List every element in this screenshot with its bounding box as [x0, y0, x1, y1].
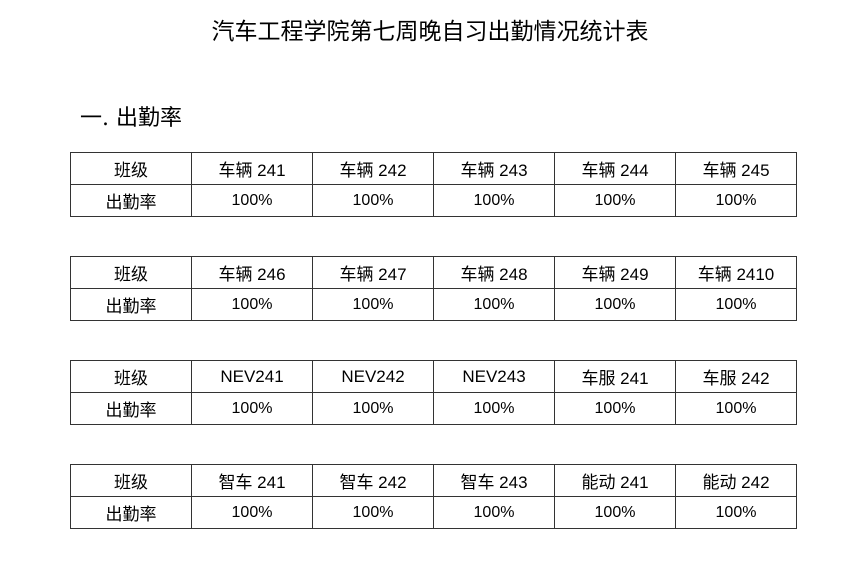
attendance-rate-cell: 100% — [191, 288, 313, 321]
class-name-cell: NEV242 — [312, 360, 434, 393]
attendance-rate-cell: 100% — [191, 392, 313, 425]
class-name-cell: 车辆 248 — [433, 256, 555, 289]
class-name-cell: NEV243 — [433, 360, 555, 393]
attendance-rate-cell: 100% — [191, 496, 313, 529]
attendance-rate-cell: 100% — [312, 184, 434, 217]
document-title: 汽车工程学院第七周晚自习出勤情况统计表 — [211, 19, 649, 45]
attendance-rate-cell: 100% — [312, 392, 434, 425]
row-label: 班级 — [70, 152, 192, 185]
attendance-rate-cell: 100% — [554, 392, 676, 425]
row-label: 出勤率 — [70, 496, 192, 529]
class-name-cell: 车辆 246 — [191, 256, 313, 289]
class-name-cell: 车辆 245 — [675, 152, 797, 185]
attendance-table: 班级 车辆 246 车辆 247 车辆 248 车辆 249 车辆 2410 出勤率 100%… — [70, 256, 797, 321]
attendance-rate-cell: 100% — [433, 392, 555, 425]
row-label: 出勤率 — [70, 392, 192, 425]
class-name-cell: NEV241 — [191, 360, 313, 393]
class-name-cell: 车服 242 — [675, 360, 797, 393]
attendance-rate-cell: 100% — [675, 496, 797, 529]
attendance-rate-cell: 100% — [554, 496, 676, 529]
class-name-cell: 智车 242 — [312, 464, 434, 497]
attendance-rate-cell: 100% — [554, 184, 676, 217]
section-heading: 一. 出勤率 — [80, 106, 182, 131]
attendance-rate-cell: 100% — [312, 496, 434, 529]
table-row: 出勤率 100% 100% 100% 100% 100% — [70, 392, 797, 425]
table-row: 出勤率 100% 100% 100% 100% 100% — [70, 184, 797, 217]
row-label: 出勤率 — [70, 184, 192, 217]
class-name-cell: 智车 243 — [433, 464, 555, 497]
attendance-table: 班级 NEV241 NEV242 NEV243 车服 241 车服 242 出勤率 100% 1… — [70, 360, 797, 425]
table-row: 班级 NEV241 NEV242 NEV243 车服 241 车服 242 — [70, 360, 797, 393]
class-name-cell: 智车 241 — [191, 464, 313, 497]
class-name-cell: 车辆 241 — [191, 152, 313, 185]
class-name-cell: 车辆 244 — [554, 152, 676, 185]
attendance-rate-cell: 100% — [191, 184, 313, 217]
attendance-table: 班级 车辆 241 车辆 242 车辆 243 车辆 244 车辆 245 出勤率 100% 1… — [70, 152, 797, 217]
attendance-rate-cell: 100% — [312, 288, 434, 321]
row-label: 班级 — [70, 464, 192, 497]
attendance-rate-cell: 100% — [433, 184, 555, 217]
row-label: 班级 — [70, 256, 192, 289]
table-row: 班级 车辆 246 车辆 247 车辆 248 车辆 249 车辆 2410 — [70, 256, 797, 289]
attendance-rate-cell: 100% — [675, 184, 797, 217]
class-name-cell: 车服 241 — [554, 360, 676, 393]
class-name-cell: 车辆 247 — [312, 256, 434, 289]
class-name-cell: 车辆 242 — [312, 152, 434, 185]
class-name-cell: 能动 241 — [554, 464, 676, 497]
attendance-rate-cell: 100% — [675, 288, 797, 321]
table-row: 出勤率 100% 100% 100% 100% 100% — [70, 496, 797, 529]
table-row: 出勤率 100% 100% 100% 100% 100% — [70, 288, 797, 321]
table-row: 班级 智车 241 智车 242 智车 243 能动 241 能动 242 — [70, 464, 797, 497]
row-label: 班级 — [70, 360, 192, 393]
attendance-table: 班级 智车 241 智车 242 智车 243 能动 241 能动 242 出勤率 100% 1… — [70, 464, 797, 529]
attendance-rate-cell: 100% — [433, 288, 555, 321]
attendance-rate-cell: 100% — [433, 496, 555, 529]
attendance-rate-cell: 100% — [675, 392, 797, 425]
class-name-cell: 车辆 243 — [433, 152, 555, 185]
class-name-cell: 车辆 2410 — [675, 256, 797, 289]
row-label: 出勤率 — [70, 288, 192, 321]
class-name-cell: 能动 242 — [675, 464, 797, 497]
attendance-rate-cell: 100% — [554, 288, 676, 321]
class-name-cell: 车辆 249 — [554, 256, 676, 289]
table-row: 班级 车辆 241 车辆 242 车辆 243 车辆 244 车辆 245 — [70, 152, 797, 185]
